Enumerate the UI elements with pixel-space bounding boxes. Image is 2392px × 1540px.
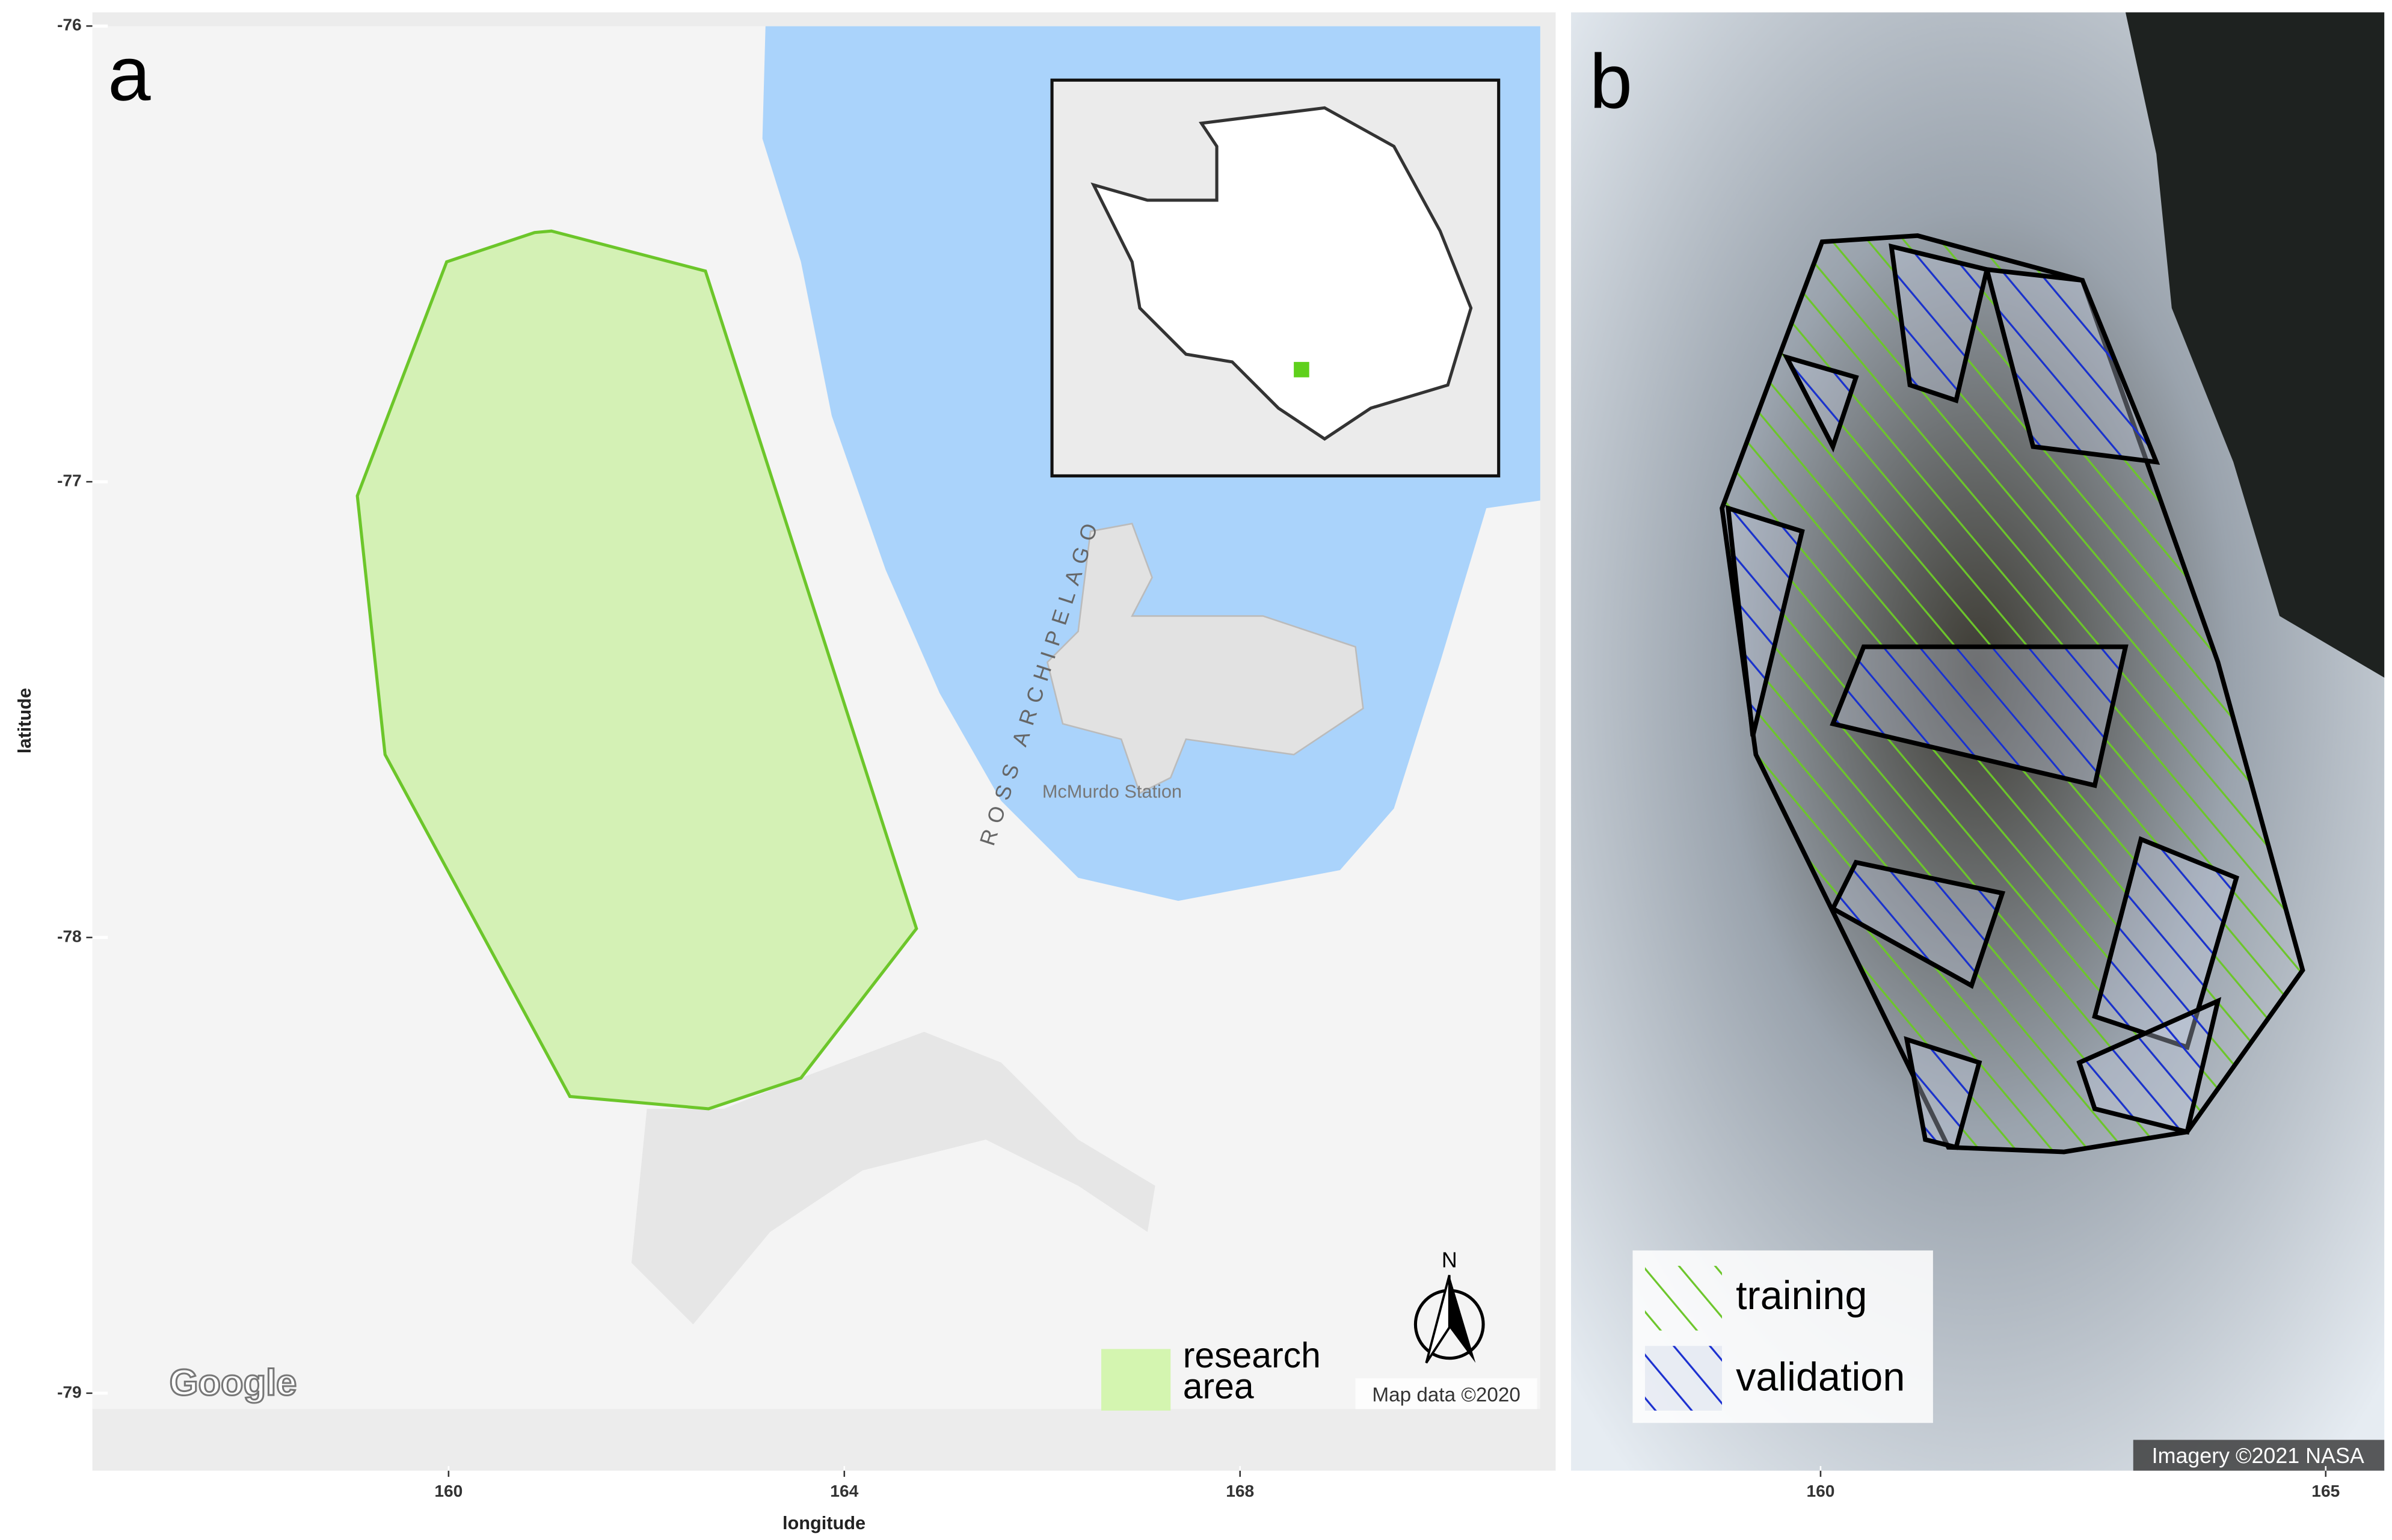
open-water xyxy=(2125,12,2385,678)
legend-swatch xyxy=(1644,1346,1723,1411)
legend-label: training xyxy=(1736,1274,1867,1318)
y-tick-label: -76 xyxy=(57,16,82,34)
panel-label: a xyxy=(108,31,151,117)
validation-area xyxy=(1984,266,2160,465)
validation-area xyxy=(1904,1036,1982,1150)
validation-area xyxy=(1725,505,1805,737)
attribution: Imagery ©2021 NASA xyxy=(2152,1444,2364,1468)
land-relief xyxy=(631,1031,1155,1325)
inset-location xyxy=(1294,361,1309,378)
x-tick-label: 160 xyxy=(1806,1482,1834,1500)
x-axis-label: longitude xyxy=(782,1512,865,1533)
x-tick-label: 164 xyxy=(830,1482,858,1500)
legend-label: research area xyxy=(1182,1340,1321,1407)
y-tick-label: -77 xyxy=(57,471,82,490)
legend-label-box: research area xyxy=(1182,1340,1321,1407)
antarctica xyxy=(1090,106,1473,441)
x-tick-label: 160 xyxy=(434,1482,463,1500)
attribution-box xyxy=(2133,1440,2385,1471)
compass-needle xyxy=(1449,1275,1476,1363)
validation-area xyxy=(1830,859,2006,989)
validation-area xyxy=(1782,354,1859,453)
attribution: Map data ©2020 xyxy=(1372,1384,1520,1406)
panel-label: b xyxy=(1590,38,1632,124)
legend-swatch xyxy=(1644,1266,1723,1331)
x-tick-label: 168 xyxy=(1226,1482,1254,1500)
provider-logo: Google xyxy=(170,1362,297,1403)
y-tick-label: -79 xyxy=(57,1382,82,1401)
island xyxy=(1046,523,1364,794)
x-tick-label: 165 xyxy=(2311,1482,2340,1500)
y-tick-label: -78 xyxy=(57,927,82,945)
north-label: N xyxy=(1442,1248,1457,1272)
attribution-box xyxy=(1355,1378,1537,1410)
research-area xyxy=(355,229,918,1111)
legend-swatch xyxy=(1101,1349,1171,1411)
validation-area xyxy=(1830,644,2129,788)
legend-label: validation xyxy=(1736,1355,1905,1400)
y-axis-label: latitude xyxy=(14,688,35,753)
validation-area xyxy=(1889,243,1990,403)
station-label: McMurdo Station xyxy=(1042,781,1182,802)
validation-area xyxy=(2076,996,2222,1135)
